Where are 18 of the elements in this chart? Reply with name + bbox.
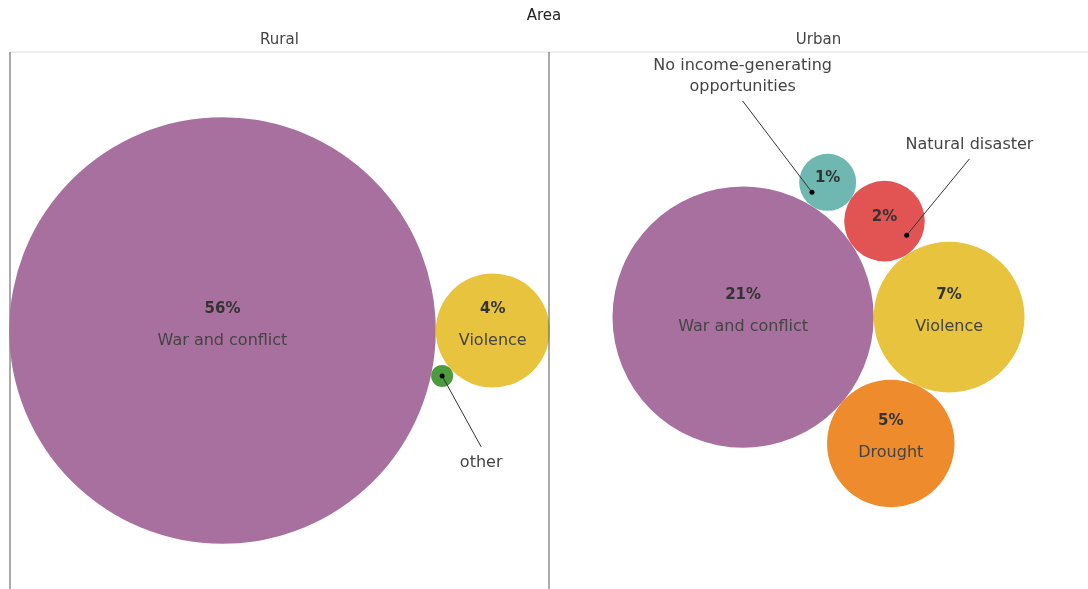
- data-label: 2%: [871, 207, 898, 226]
- category-label: War and conflict: [678, 316, 808, 336]
- category-label: other: [459, 451, 503, 471]
- category-label: Drought: [858, 442, 924, 462]
- category-label: Natural disaster: [905, 133, 1034, 153]
- category-label: War and conflict: [157, 329, 288, 349]
- category-label: No income-generating opportunities: [653, 55, 832, 95]
- data-label: 4%: [480, 298, 506, 317]
- category-label: Violence: [458, 329, 527, 349]
- category-label: Violence: [915, 316, 984, 336]
- data-label: 1%: [814, 168, 841, 187]
- text: Rural: [260, 30, 299, 48]
- data-label: 5%: [878, 411, 904, 430]
- data-label: 7%: [936, 285, 962, 304]
- text: Area: [526, 6, 562, 24]
- data-label: 21%: [725, 285, 762, 304]
- data-label: 56%: [204, 298, 241, 317]
- text: Urban: [795, 30, 842, 48]
